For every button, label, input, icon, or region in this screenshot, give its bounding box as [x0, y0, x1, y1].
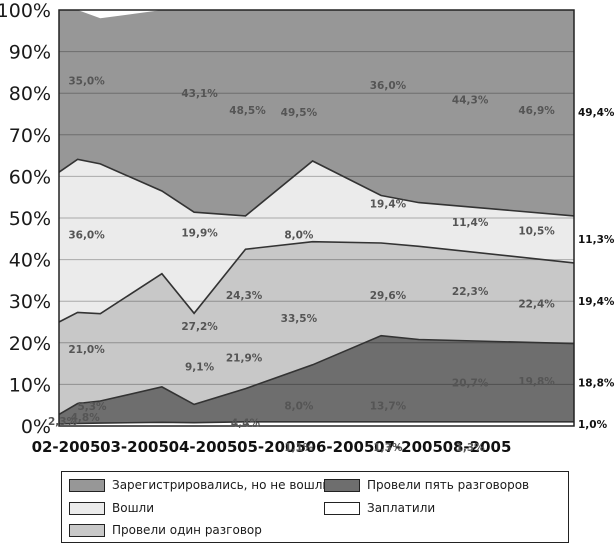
plot-frame [58, 9, 575, 427]
y-tick-label: 100% [0, 0, 51, 22]
y-tick-label: 40% [9, 250, 51, 272]
data-labels: 35,0% 43,1% 48,5% 49,5% 36,0% 44,3% 46,9% 36,0%… [48, 76, 555, 454]
series-boundary-line [58, 240, 575, 323]
legend-swatch [324, 478, 360, 492]
legend-label: Зарегистрировались, но не вошли [112, 478, 331, 492]
area-series-4 [59, 10, 574, 216]
x-tick-label: 05-2005 [237, 438, 306, 456]
legend-swatch [69, 478, 105, 492]
x-tick-label: 07-2005 [374, 438, 443, 456]
data-label: 29,6% [370, 290, 407, 302]
legend: Зарегистрировались, но не вошли Провели … [61, 471, 569, 543]
data-label: 49,5% [281, 107, 318, 119]
data-label: 8,0% [284, 401, 314, 413]
right-value-labels: 49,4% 11,3% 19,4% 18,8% 1,0% [578, 107, 615, 431]
data-label: 1,3% [373, 442, 403, 454]
y-tick-label: 50% [9, 208, 51, 230]
legend-item-logged-in: Вошли [69, 501, 154, 515]
series-boundary-line [58, 421, 574, 425]
legend-item-one-conversation: Провели один разговор [69, 523, 262, 537]
legend-item-paid: Заплатили [324, 501, 435, 515]
data-label: 1,1% [284, 442, 314, 454]
stacked-area-chart: 0% 10% 20% 30% 40% 50% 60% 70% 80% 90% 100% 02-200… [0, 0, 615, 456]
data-label: 36,0% [370, 80, 407, 92]
data-label: 43,1% [181, 88, 218, 100]
y-tick-label: 20% [9, 333, 51, 355]
data-label: 4,8% [71, 412, 101, 424]
data-label: 13,7% [370, 401, 407, 413]
data-label: 8,0% [284, 230, 314, 242]
legend-label: Провели один разговор [112, 523, 262, 537]
x-axis-ticks: 02-2005 03-2005 04-2005 05-2005 06-2005 07-20… [32, 438, 512, 456]
end-value-label: 19,4% [578, 296, 615, 308]
x-tick-label: 08-2005 [443, 438, 512, 456]
data-label: 35,0% [68, 76, 105, 88]
legend-item-registered-not-logged-in: Зарегистрировались, но не вошли [69, 478, 330, 492]
x-tick-label: 03-2005 [100, 438, 169, 456]
legend-label: Провели пять разговоров [367, 478, 530, 492]
legend-swatch [324, 501, 360, 515]
area-series-2 [59, 241, 574, 415]
data-label: 4,4% [231, 417, 261, 429]
data-label: 22,4% [518, 298, 555, 310]
data-label: 24,3% [226, 290, 263, 302]
y-tick-label: 80% [9, 83, 51, 105]
legend-label: Вошли [112, 501, 155, 515]
data-label: 19,8% [518, 376, 555, 388]
data-label: 22,3% [452, 286, 489, 298]
end-value-label: 18,8% [578, 377, 615, 389]
legend-swatch [69, 523, 105, 537]
data-label: 10,5% [518, 225, 555, 237]
data-label: 9,1% [185, 362, 215, 374]
y-tick-label: 30% [9, 291, 51, 313]
y-tick-label: 90% [9, 42, 51, 64]
gridlines [59, 51, 574, 385]
data-label: 11,4% [452, 217, 489, 229]
data-label: 21,9% [226, 352, 263, 364]
legend-item-five-conversations: Провели пять разговоров [324, 478, 529, 492]
area-series-3 [59, 159, 574, 322]
data-label: 1,3% [456, 442, 486, 454]
series-boundary-line [58, 334, 575, 416]
x-tick-label: 04-2005 [169, 438, 238, 456]
y-tick-label: 60% [9, 166, 51, 188]
x-tick-label: 06-2005 [306, 438, 375, 456]
y-tick-label: 10% [9, 374, 51, 396]
x-tick-label: 02-2005 [32, 438, 101, 456]
y-tick-label: 70% [9, 125, 51, 147]
data-label: 33,5% [281, 313, 318, 325]
data-label: 19,4% [370, 198, 407, 210]
end-value-label: 49,4% [578, 107, 615, 119]
end-value-label: 1,0% [578, 419, 608, 431]
data-label: 19,9% [181, 228, 218, 240]
data-label: 5,3% [77, 401, 107, 413]
y-axis-ticks: 0% 10% 20% 30% 40% 50% 60% 70% 80% 90% 100% [0, 0, 51, 438]
data-label: 44,3% [452, 94, 489, 106]
data-label: 36,0% [68, 230, 105, 242]
legend-swatch [69, 501, 105, 515]
series-boundaries [58, 158, 575, 425]
y-tick-label: 0% [21, 416, 51, 438]
data-label: 27,2% [181, 321, 218, 333]
data-label: 20,7% [452, 377, 489, 389]
data-label: 46,9% [518, 105, 555, 117]
legend-label: Заплатили [367, 501, 436, 515]
data-label: 48,5% [229, 105, 266, 117]
data-label: 21,0% [68, 344, 105, 356]
data-label: 2,3% [48, 416, 78, 428]
end-value-label: 11,3% [578, 234, 615, 246]
series-boundary-line [58, 158, 575, 217]
